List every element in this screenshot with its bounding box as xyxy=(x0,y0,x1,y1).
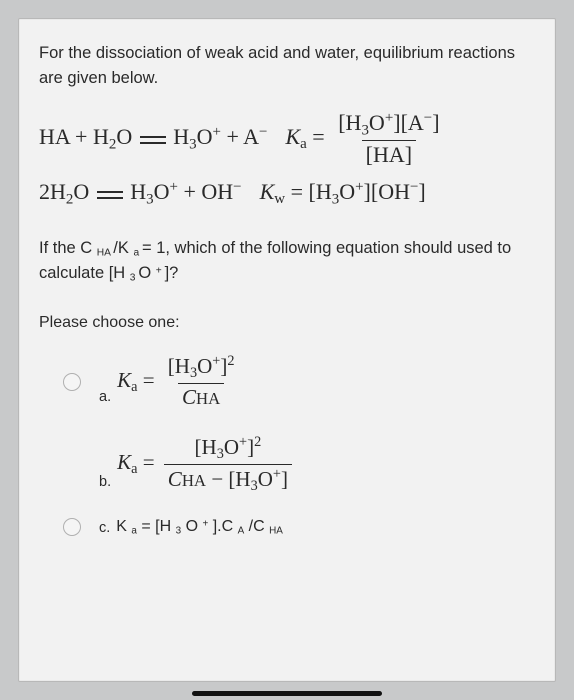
option-a-numerator: [H3O+]2 xyxy=(164,352,239,383)
option-b-numerator: [H3O+]2 xyxy=(191,433,266,464)
eq1-k: Ka = [H3O+][A−] [HA] xyxy=(285,109,443,169)
option-c-prefix: c. xyxy=(99,520,110,536)
q-part4: O xyxy=(138,264,155,282)
option-b-lhs: Ka = xyxy=(117,450,160,478)
question-text: If the C HA /K a = 1, which of the follo… xyxy=(39,236,535,286)
eq2-k-label: Kw = xyxy=(260,179,309,208)
eq1-lhs: HA + H2O H3O+ + A− xyxy=(39,124,267,153)
eq2-lhs: 2H2O H3O+ + OH− xyxy=(39,179,242,208)
eq1-denominator: [HA] xyxy=(362,140,416,169)
q-sub1: HA xyxy=(97,248,113,259)
q-sub2: a xyxy=(133,248,142,259)
q-part3: = 1, which of the following equation sho… xyxy=(39,239,511,282)
option-a[interactable]: a. Ka = [H3O+]2 CHA xyxy=(63,352,535,411)
equation-block: HA + H2O H3O+ + A− Ka = [H3O+][A−] [HA] … xyxy=(39,109,535,209)
radio-icon[interactable] xyxy=(63,518,81,536)
q-part2: /K xyxy=(113,239,133,257)
home-indicator xyxy=(192,691,382,696)
option-a-prefix: a. xyxy=(99,389,111,411)
q-part1: If the C xyxy=(39,239,97,257)
eq1-numerator: [H3O+][A−] xyxy=(334,109,443,140)
radio-icon[interactable] xyxy=(63,373,81,391)
options-list: a. Ka = [H3O+]2 CHA b. Ka = [H3O+]2 CHA … xyxy=(39,352,535,536)
question-card: For the dissociation of weak acid and wa… xyxy=(18,18,556,682)
equation-2: 2H2O H3O+ + OH− Kw = [H3O+][OH−] xyxy=(39,179,535,208)
intro-text: For the dissociation of weak acid and wa… xyxy=(39,41,535,91)
option-b-fraction: [H3O+]2 CHA − [H3O+] xyxy=(164,433,292,496)
equation-1: HA + H2O H3O+ + A− Ka = [H3O+][A−] [HA] xyxy=(39,109,535,169)
q-sup1: + xyxy=(156,266,165,277)
eq2-k: Kw = [H3O+][OH−] xyxy=(260,179,426,208)
option-c[interactable]: c. K a = [H 3 O + ].C A /C HA xyxy=(63,518,535,536)
option-b-prefix: b. xyxy=(99,474,111,496)
eq2-rhs: [H3O+][OH−] xyxy=(309,179,426,208)
option-c-text: K a = [H 3 O + ].C A /C HA xyxy=(116,518,283,536)
eq1-k-label: Ka = xyxy=(285,124,330,153)
option-b-denominator: CHA − [H3O+] xyxy=(164,464,292,496)
option-b[interactable]: b. Ka = [H3O+]2 CHA − [H3O+] xyxy=(63,433,535,496)
eq1-fraction: [H3O+][A−] [HA] xyxy=(334,109,443,169)
option-a-denominator: CHA xyxy=(178,383,224,411)
choose-label: Please choose one: xyxy=(39,314,535,332)
option-a-fraction: [H3O+]2 CHA xyxy=(164,352,239,411)
q-part5: ]? xyxy=(165,264,179,282)
option-a-lhs: Ka = xyxy=(117,368,160,396)
